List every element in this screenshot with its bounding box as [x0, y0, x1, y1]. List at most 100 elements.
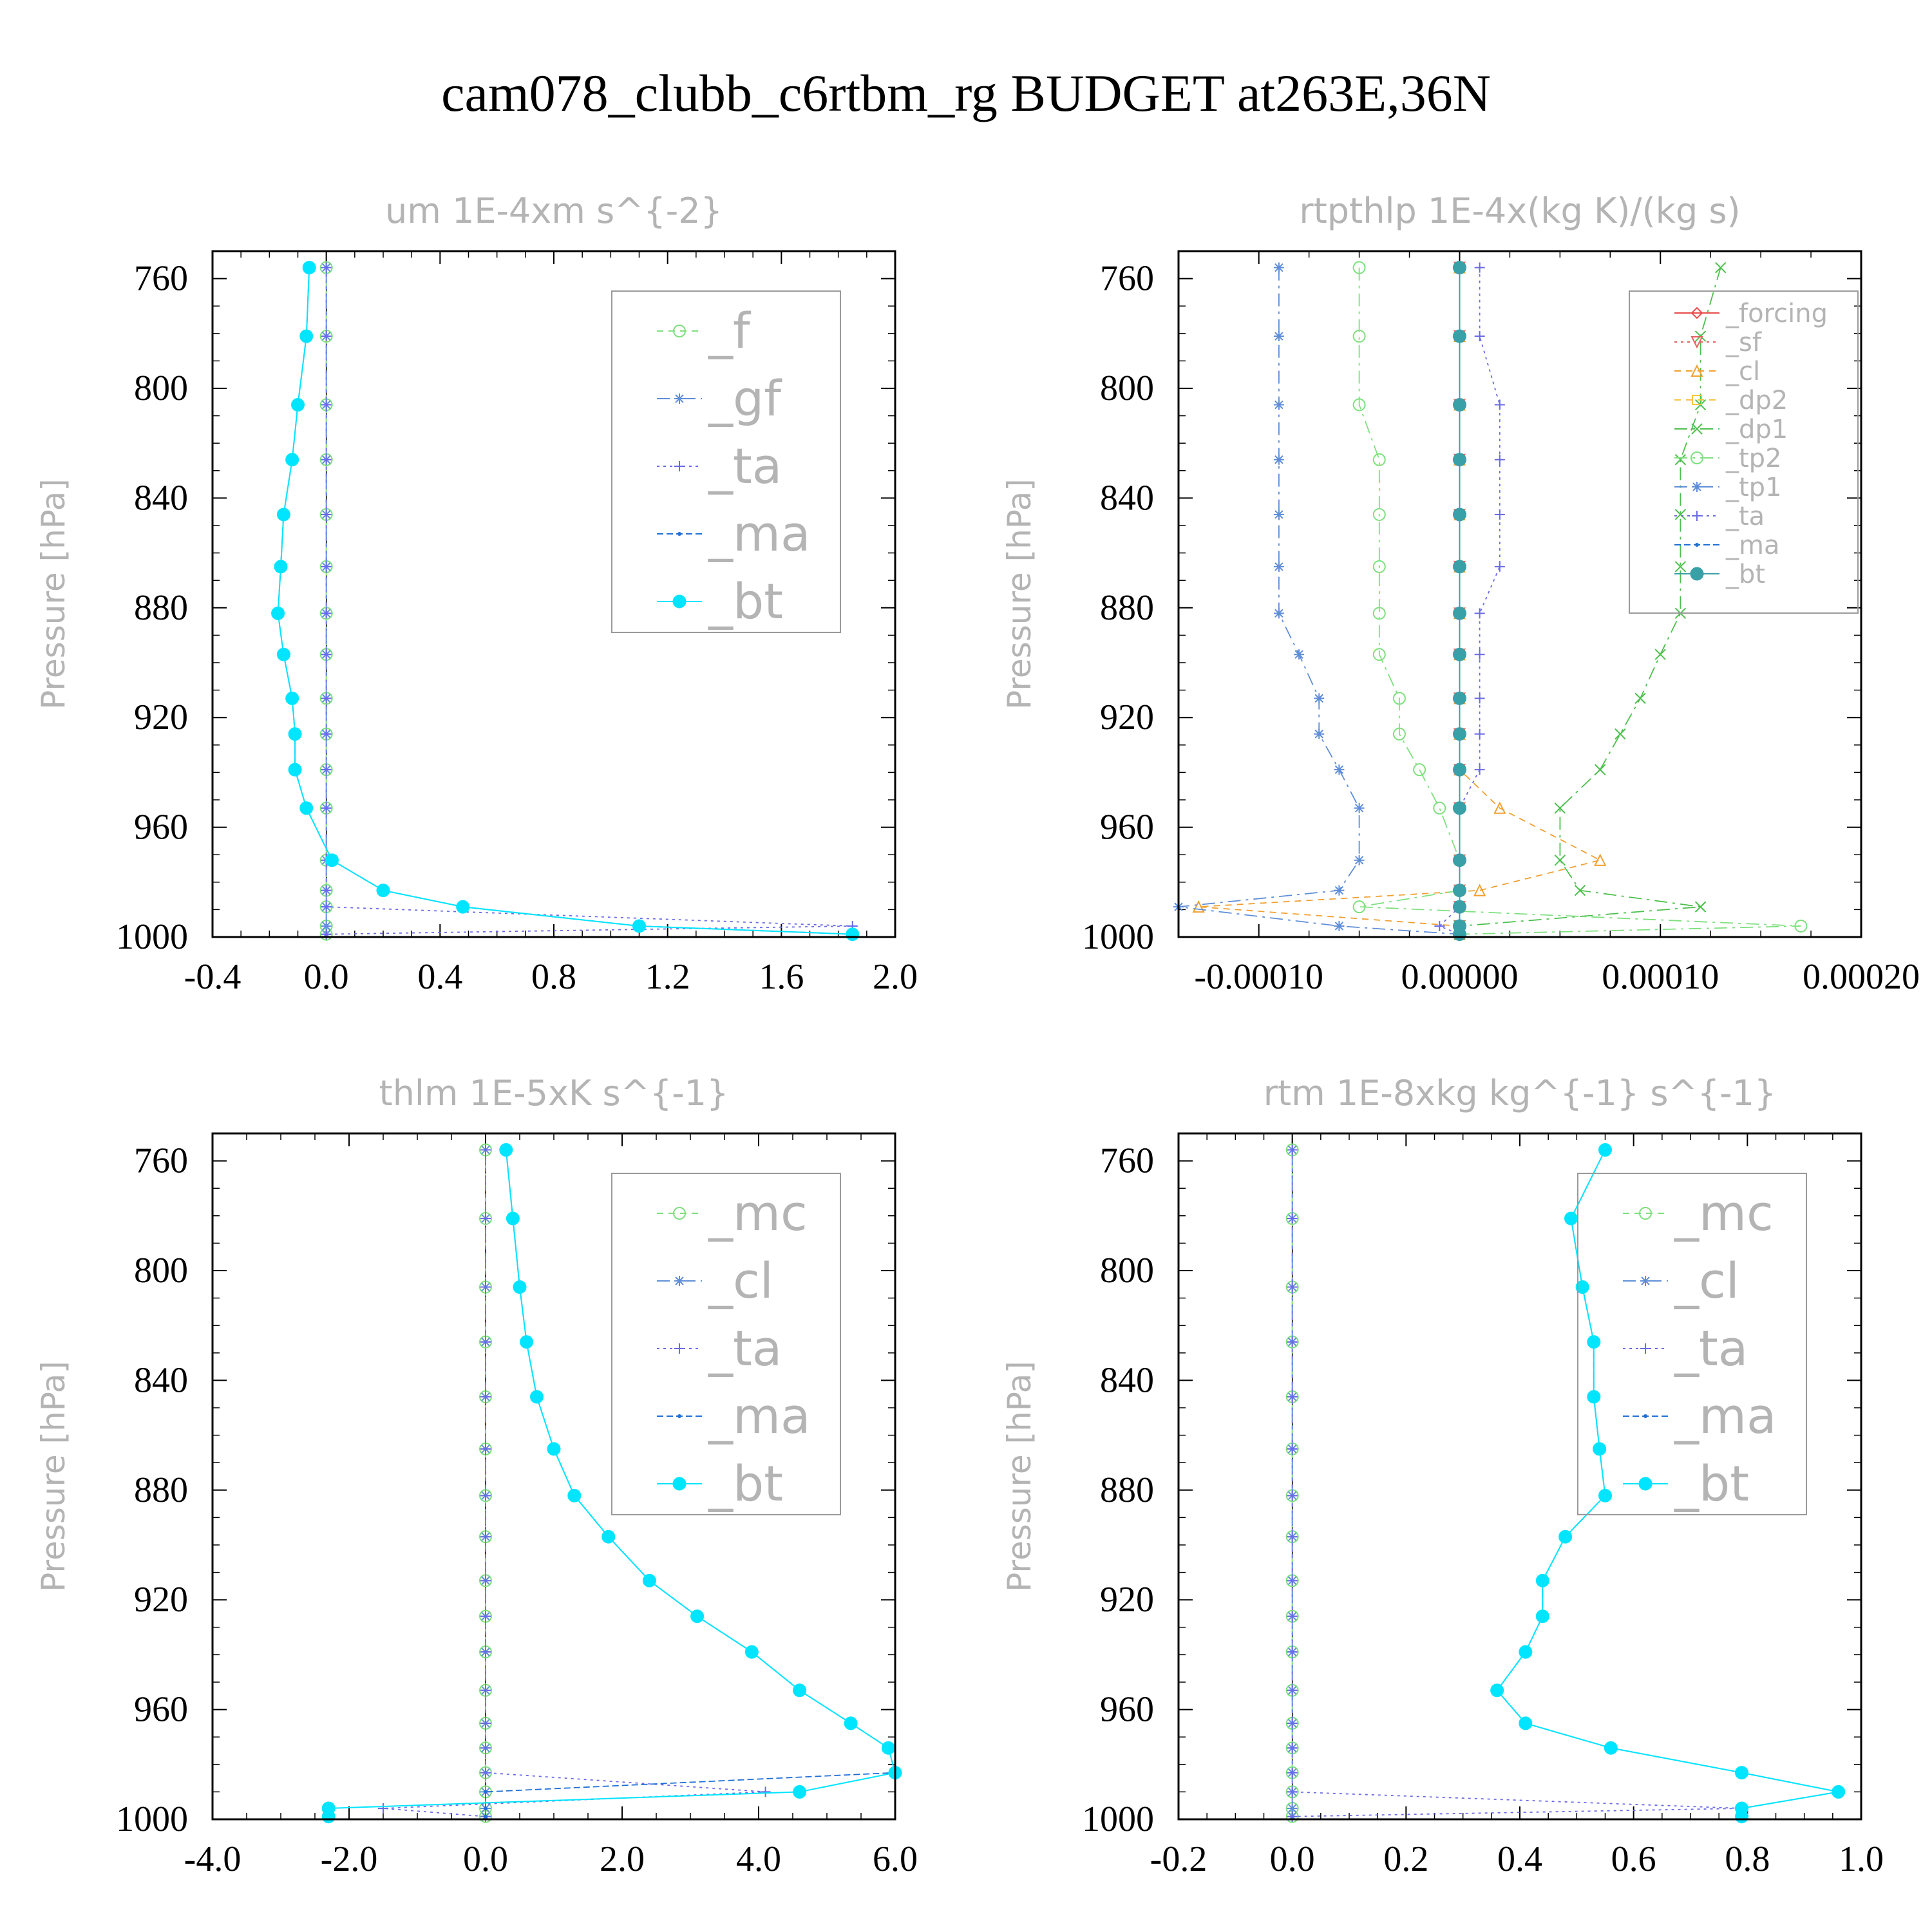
panel-2-series-bt-point — [1452, 507, 1466, 522]
panel-4-series-bt-point — [1604, 1741, 1618, 1755]
panel-2-series-tp1-point — [1294, 649, 1305, 660]
panel-2-legend-label-tp1: _tp1 — [1725, 473, 1782, 502]
panel-1-series-ta-point — [321, 649, 332, 660]
panel-2-legend-marker-dp1 — [1691, 423, 1703, 435]
panel-3-legend-label-ta: _ta — [708, 1320, 782, 1377]
panel-2-series-bt-point — [1452, 647, 1466, 661]
panel-3-series-bt-point — [499, 1143, 513, 1157]
panel-3-series-ta-point — [480, 1718, 491, 1728]
panel-3-series-bt-point — [520, 1335, 534, 1349]
panel-4-series-ta-point — [1287, 1531, 1298, 1542]
panel-4-series-ta-point — [1287, 1743, 1298, 1754]
panel-2-legend-marker-ta — [1692, 511, 1702, 521]
panel-2-legend-marker-bt — [1690, 567, 1704, 581]
panel-2-y-tick-label: 920 — [1100, 697, 1154, 737]
panel-2-series-ta-point — [1494, 399, 1505, 410]
panel-1-series-ta-point — [321, 885, 332, 896]
panel-1-legend-label-ma: _ma — [708, 505, 811, 562]
panel-2-series-ta-line — [1438, 267, 1501, 935]
panel-4-y-tick-label: 760 — [1100, 1141, 1154, 1181]
panel-1-legend-marker-gf — [674, 393, 685, 404]
panel-3-series-ta-line — [383, 1150, 766, 1817]
panel-2-series-bt-point — [1452, 453, 1466, 467]
panel-4-series-ta-point — [1287, 1443, 1298, 1454]
panel-3-series-bt-point — [793, 1683, 807, 1698]
panel-2-series-tp2-point — [1352, 398, 1366, 412]
panel-3-title: thlm 1E-5xK s^{-1} — [379, 1073, 729, 1113]
panel-2-series-bt-point — [1452, 560, 1466, 574]
panel-2-series-ta-point — [1474, 331, 1485, 342]
panel-3-series-bt-point — [567, 1488, 582, 1502]
panel-1-x-tick-label: 2.0 — [873, 957, 918, 997]
panel-1-series-bt-point — [285, 691, 299, 705]
panel-4-legend-label-ta: _ta — [1674, 1320, 1748, 1377]
panel-1-series-ta-point — [321, 728, 332, 739]
panel-2-series-bt-point — [1452, 801, 1466, 815]
panel-3-series-ta-point — [480, 1767, 491, 1778]
panel-1-y-tick-label: 1000 — [116, 917, 188, 957]
panel-2-series-ta-point — [1494, 454, 1505, 465]
panel-2-legend-label-tp2: _tp2 — [1725, 444, 1782, 473]
panel-2-series-tp2-point — [1372, 648, 1386, 661]
panel-2-legend-label-dp1: _dp1 — [1725, 415, 1788, 444]
panel-1-legend-marker-ta — [674, 461, 685, 471]
panel-3-y-tick-label: 880 — [134, 1470, 188, 1510]
panel-4-series-ta-point — [1287, 1685, 1298, 1696]
panel-2-legend-marker-tp1 — [1692, 482, 1702, 492]
panel-2-series-cl-point — [1493, 801, 1506, 814]
panel-2-y-tick-label: 960 — [1100, 808, 1154, 848]
panel-2-series-tp1-point — [1354, 855, 1365, 866]
panel-1-y-tick-label: 760 — [134, 259, 188, 299]
panel-2-series-tp2-point — [1794, 919, 1808, 933]
panel-2-series-dp1-point — [1595, 764, 1606, 775]
panel-4-series-bt-point — [1575, 1280, 1589, 1294]
panel-2-x-tick-label: 0.00000 — [1401, 957, 1518, 997]
panel-1-series-bt-point — [285, 453, 299, 467]
panel-1-x-tick-label: 0.4 — [417, 957, 462, 997]
panel-4-series-bt-line — [1496, 1150, 1839, 1817]
panel-2-series-bt-point — [1452, 884, 1466, 898]
panel-2-legend-label-bt: _bt — [1725, 560, 1765, 589]
panel-3-series-ta-point — [480, 1391, 491, 1402]
panel-4-series-ta-point — [1287, 1144, 1298, 1155]
panel-1-series-bt-point — [276, 507, 290, 522]
panel-1-series-bt-point — [288, 762, 302, 777]
panel-1-legend-label-gf: _gf — [708, 370, 782, 427]
panel-3-series-ta-point — [480, 1611, 491, 1622]
panel-2-series-bt-point — [1452, 727, 1466, 741]
panel-3-legend-marker-mc — [673, 1207, 686, 1220]
panel-2-series-bt-point — [1452, 900, 1466, 914]
panel-2-series-ta-point — [1434, 920, 1445, 931]
panel-3-y-tick-label: 800 — [134, 1251, 188, 1291]
panel-3-x-tick-label: -4.0 — [184, 1839, 242, 1879]
figure-title: cam078_clubb_c6rtbm_rg BUDGET at263E,36N — [441, 64, 1491, 122]
panel-4-series-bt-point — [1832, 1785, 1846, 1799]
panel-1-series-bt-point — [325, 853, 339, 867]
panel-1-series-bt-point — [632, 919, 646, 933]
panel-2-series-tp2-point — [1372, 453, 1386, 466]
panel-1-series-ta-point — [321, 902, 332, 913]
panel-1-series-bt-point — [299, 801, 314, 815]
panel-2-series-bt-point — [1452, 691, 1466, 705]
panel-2-series-ta-point — [1474, 693, 1485, 704]
panel-2-series-dp1-point — [1694, 901, 1707, 913]
panel-3-series-bt-point — [642, 1573, 656, 1587]
panel-1-series-ta-point — [321, 399, 332, 410]
panel-3-x-tick-label: 2.0 — [600, 1839, 645, 1879]
panel-3-series-ta-point — [480, 1743, 491, 1754]
panel-3-legend-box — [611, 1173, 841, 1515]
panel-2-series-tp1-point — [1334, 920, 1345, 931]
panel-4-series-bt-point — [1593, 1442, 1607, 1456]
panel-3-legend-marker-cl — [674, 1276, 685, 1286]
panel-2-legend-label-sf: _sf — [1725, 328, 1762, 357]
panel-1-series-bt-point — [271, 606, 285, 620]
panel-2-series-tp2-line — [1358, 267, 1801, 935]
panel-2-series-bt-point — [1452, 329, 1466, 343]
panel-3-series-bt-point — [881, 1741, 895, 1755]
panel-2-series-dp1-line — [1459, 267, 1721, 934]
panel-2-series-tp1-point — [1273, 331, 1284, 342]
panel-4-legend-marker-bt — [1638, 1477, 1653, 1491]
panel-4-legend-marker-mc — [1639, 1207, 1652, 1220]
panel-3-y-tick-label: 760 — [134, 1141, 188, 1181]
